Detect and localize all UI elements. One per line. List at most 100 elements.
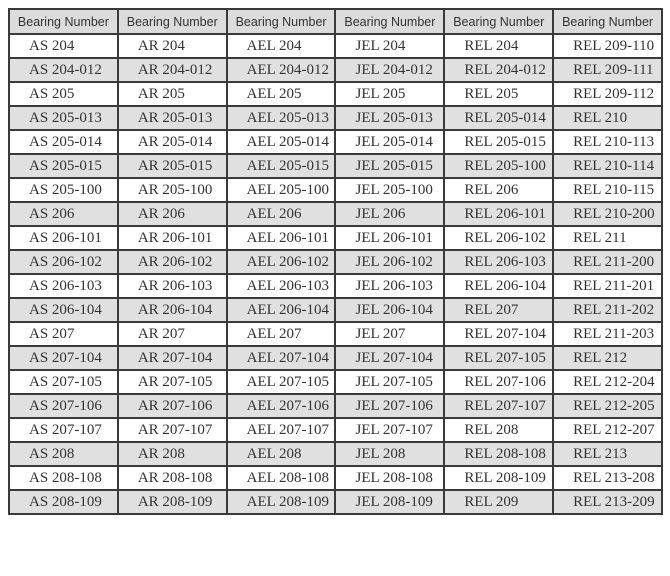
- table-row: AS 205-015 AR 205-015 AEL 205-015 JEL 205-0…: [8, 153, 663, 179]
- table-cell: AS 205-100: [8, 177, 119, 203]
- table-cell: JEL 204-012: [334, 57, 446, 83]
- table-cell: AR 207-105: [116, 369, 228, 395]
- table-row: AS 208-109 AR 208-109 AEL 208-109 JEL 208-1…: [8, 489, 663, 515]
- table-cell: REL 210-113: [552, 129, 663, 155]
- table-cell: REL 209: [443, 489, 555, 515]
- table-cell: JEL 207: [334, 321, 446, 347]
- table-cell: REL 207-104: [443, 321, 555, 347]
- table-cell: REL 205-100: [443, 153, 555, 179]
- table-cell: REL 208: [443, 417, 555, 443]
- column-header: Bearing Number: [116, 8, 228, 35]
- table-head: Bearing Number Bearing Number Bearing Numb…: [8, 8, 663, 35]
- table-cell: AEL 205-015: [225, 153, 337, 179]
- table-cell: AEL 208: [225, 441, 337, 467]
- table-cell: AS 207-105: [8, 369, 119, 395]
- table-cell: AEL 205-013: [225, 105, 337, 131]
- table-cell: AEL 206: [225, 201, 337, 227]
- table-cell: AEL 204-012: [225, 57, 337, 83]
- table-cell: AS 204: [8, 33, 119, 59]
- table-cell: AEL 205-100: [225, 177, 337, 203]
- table-cell: JEL 205-013: [334, 105, 446, 131]
- table-cell: AEL 206-103: [225, 273, 337, 299]
- table-cell: REL 209-110: [552, 33, 663, 59]
- table-cell: AS 208-108: [8, 465, 119, 491]
- table-row: AS 208-108 AR 208-108 AEL 208-108 JEL 208-1…: [8, 465, 663, 491]
- table-cell: REL 210-114: [552, 153, 663, 179]
- table-row: AS 205-014 AR 205-014 AEL 205-014 JEL 205-0…: [8, 129, 663, 155]
- table-cell: AEL 207-107: [225, 417, 337, 443]
- table-row: AS 207-105 AR 207-105 AEL 207-105 JEL 207-1…: [8, 369, 663, 395]
- table-cell: AS 205-015: [8, 153, 119, 179]
- table-cell: JEL 206-104: [334, 297, 446, 323]
- column-header: Bearing Number: [443, 8, 555, 35]
- table-cell: AR 207-107: [116, 417, 228, 443]
- table-cell: REL 206: [443, 177, 555, 203]
- column-header: Bearing Number: [334, 8, 446, 35]
- table-cell: AR 207-104: [116, 345, 228, 371]
- table-cell: JEL 207-105: [334, 369, 446, 395]
- table-cell: JEL 205: [334, 81, 446, 107]
- table-cell: JEL 208-109: [334, 489, 446, 515]
- table-cell: AS 206: [8, 201, 119, 227]
- table-row: AS 204-012 AR 204-012 AEL 204-012 JEL 204-0…: [8, 57, 663, 83]
- table-row: AS 205 AR 205 AEL 205 JEL 205 REL 205 REL 209…: [8, 81, 663, 107]
- table-row: AS 205-100 AR 205-100 AEL 205-100 JEL 205-1…: [8, 177, 663, 203]
- table-cell: AR 205-015: [116, 153, 228, 179]
- table-cell: AS 207-106: [8, 393, 119, 419]
- table-cell: REL 207-105: [443, 345, 555, 371]
- table-cell: AEL 207: [225, 321, 337, 347]
- table-cell: AEL 206-101: [225, 225, 337, 251]
- table-cell: AEL 205: [225, 81, 337, 107]
- table-cell: REL 210-115: [552, 177, 663, 203]
- table-cell: AR 205: [116, 81, 228, 107]
- table-cell: JEL 205-015: [334, 153, 446, 179]
- table-cell: REL 210-200: [552, 201, 663, 227]
- table-cell: JEL 206-101: [334, 225, 446, 251]
- table-cell: REL 205-014: [443, 105, 555, 131]
- table-cell: REL 205-015: [443, 129, 555, 155]
- table-cell: AS 205-013: [8, 105, 119, 131]
- table-cell: JEL 204: [334, 33, 446, 59]
- table-cell: AR 205-013: [116, 105, 228, 131]
- table-cell: JEL 208: [334, 441, 446, 467]
- table-cell: REL 204-012: [443, 57, 555, 83]
- table-cell: AR 208: [116, 441, 228, 467]
- table-row: AS 206-102 AR 206-102 AEL 206-102 JEL 206-1…: [8, 249, 663, 275]
- table-cell: REL 211-200: [552, 249, 663, 275]
- table-row: AS 206-104 AR 206-104 AEL 206-104 JEL 206-1…: [8, 297, 663, 323]
- table-cell: REL 206-101: [443, 201, 555, 227]
- table-cell: REL 212-207: [552, 417, 663, 443]
- table-body: AS 204 AR 204 AEL 204 JEL 204 REL 204 REL 209…: [8, 33, 663, 515]
- table-header-row: Bearing Number Bearing Number Bearing Numb…: [8, 8, 663, 35]
- table-cell: AS 206-103: [8, 273, 119, 299]
- table-cell: AEL 204: [225, 33, 337, 59]
- table-cell: AR 206-103: [116, 273, 228, 299]
- table-cell: REL 213: [552, 441, 663, 467]
- table-row: AS 206-103 AR 206-103 AEL 206-103 JEL 206-1…: [8, 273, 663, 299]
- table-cell: AEL 206-102: [225, 249, 337, 275]
- table-cell: REL 205: [443, 81, 555, 107]
- table-cell: REL 211-201: [552, 273, 663, 299]
- table-cell: AS 205-014: [8, 129, 119, 155]
- table-cell: AS 206-102: [8, 249, 119, 275]
- table-cell: AR 206: [116, 201, 228, 227]
- table-cell: REL 208-108: [443, 441, 555, 467]
- table-cell: AR 205-100: [116, 177, 228, 203]
- page: Bearing Number Bearing Number Bearing Numb…: [8, 8, 663, 515]
- table-cell: AR 208-108: [116, 465, 228, 491]
- table-cell: REL 211-202: [552, 297, 663, 323]
- table-cell: AS 204-012: [8, 57, 119, 83]
- table-row: AS 207-107 AR 207-107 AEL 207-107 JEL 207-1…: [8, 417, 663, 443]
- table-row: AS 206-101 AR 206-101 AEL 206-101 JEL 206-1…: [8, 225, 663, 251]
- table-cell: AEL 207-106: [225, 393, 337, 419]
- column-header: Bearing Number: [8, 8, 119, 35]
- table-row: AS 207-104 AR 207-104 AEL 207-104 JEL 207-1…: [8, 345, 663, 371]
- table-cell: AR 206-101: [116, 225, 228, 251]
- table-row: AS 207 AR 207 AEL 207 JEL 207 REL 207-104 REL…: [8, 321, 663, 347]
- table-cell: AEL 207-105: [225, 369, 337, 395]
- table-cell: REL 206-104: [443, 273, 555, 299]
- table-cell: AEL 208-109: [225, 489, 337, 515]
- table-cell: AEL 205-014: [225, 129, 337, 155]
- table-cell: AS 205: [8, 81, 119, 107]
- table-cell: REL 204: [443, 33, 555, 59]
